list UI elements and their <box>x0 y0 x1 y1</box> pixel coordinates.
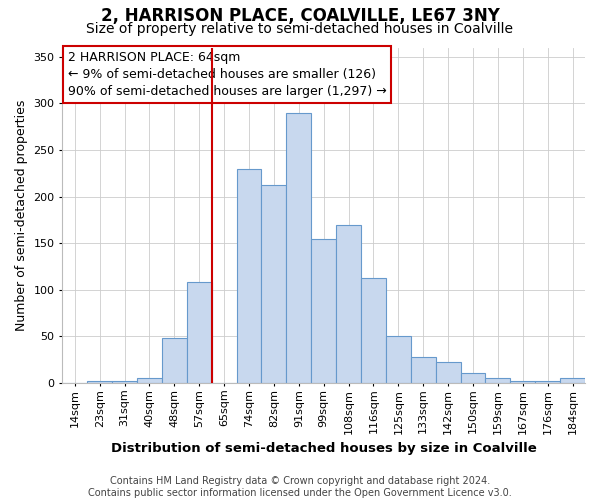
Bar <box>386 336 411 383</box>
Bar <box>535 381 560 383</box>
Bar <box>187 282 212 383</box>
Bar <box>311 238 336 383</box>
Bar <box>361 278 386 383</box>
Bar <box>461 373 485 383</box>
Text: Contains HM Land Registry data © Crown copyright and database right 2024.
Contai: Contains HM Land Registry data © Crown c… <box>88 476 512 498</box>
Bar <box>436 362 461 383</box>
Bar <box>236 168 262 383</box>
Bar <box>137 378 162 383</box>
Bar <box>87 381 112 383</box>
X-axis label: Distribution of semi-detached houses by size in Coalville: Distribution of semi-detached houses by … <box>111 442 536 455</box>
Bar <box>262 184 286 383</box>
Bar <box>411 357 436 383</box>
Bar <box>112 381 137 383</box>
Text: 2 HARRISON PLACE: 64sqm
← 9% of semi-detached houses are smaller (126)
90% of se: 2 HARRISON PLACE: 64sqm ← 9% of semi-det… <box>68 51 386 98</box>
Text: Size of property relative to semi-detached houses in Coalville: Size of property relative to semi-detach… <box>86 22 514 36</box>
Bar <box>485 378 511 383</box>
Bar <box>560 378 585 383</box>
Bar <box>336 224 361 383</box>
Y-axis label: Number of semi-detached properties: Number of semi-detached properties <box>15 100 28 331</box>
Text: 2, HARRISON PLACE, COALVILLE, LE67 3NY: 2, HARRISON PLACE, COALVILLE, LE67 3NY <box>101 8 499 26</box>
Bar <box>511 381 535 383</box>
Bar <box>162 338 187 383</box>
Bar <box>286 113 311 383</box>
